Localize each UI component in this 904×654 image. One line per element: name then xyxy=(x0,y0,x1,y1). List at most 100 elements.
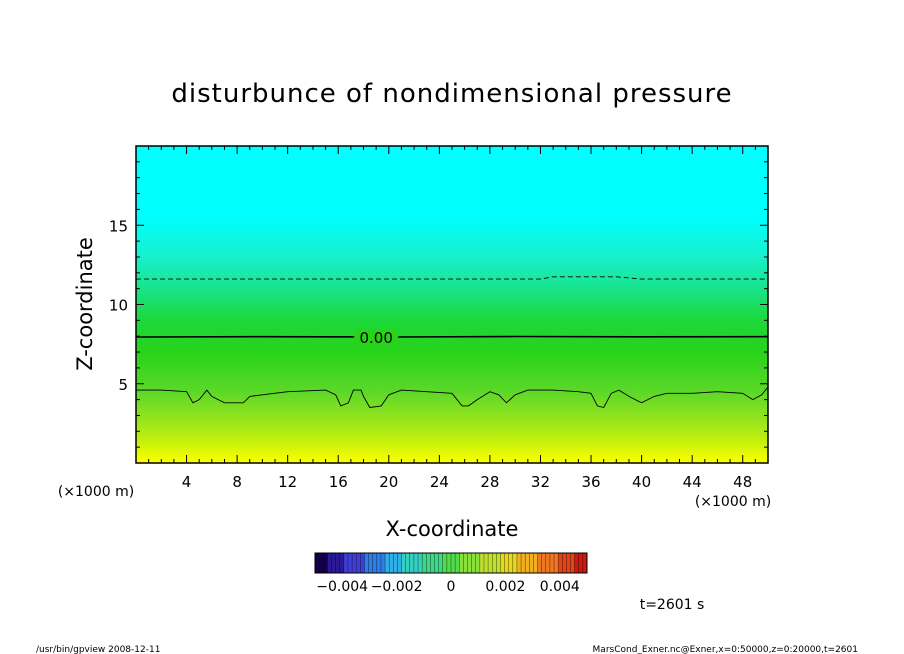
colorbar-cell xyxy=(446,553,452,573)
colorbar-cell xyxy=(323,553,328,573)
colorbar-cell xyxy=(475,553,481,573)
y-axis-unit: (×1000 m) xyxy=(58,484,134,500)
colorbar-cell xyxy=(335,553,341,573)
colorbar-cell xyxy=(385,553,390,573)
x-tick-label: 8 xyxy=(232,473,242,491)
colorbar-cell xyxy=(463,553,468,573)
colorbar-cell xyxy=(422,553,427,573)
colorbar-cell xyxy=(442,553,448,573)
colorbar-cell xyxy=(418,553,423,573)
contour-line xyxy=(136,335,768,338)
colorbar-cell xyxy=(545,553,551,573)
colorbar-cell xyxy=(331,553,337,573)
x-tick-label: 16 xyxy=(329,473,348,491)
colorbar-cell xyxy=(479,553,485,573)
colorbar-cell xyxy=(508,553,514,573)
colorbar-cell xyxy=(389,553,394,573)
colorbar-cell xyxy=(512,553,518,573)
colorbar-cell xyxy=(562,553,567,573)
colorbar-cell xyxy=(409,553,415,573)
colorbar-cell xyxy=(315,553,320,573)
footer-left: /usr/bin/gpview 2008-12-11 xyxy=(36,645,160,654)
colorbar-cell xyxy=(558,553,563,573)
colorbar-cell xyxy=(492,553,497,573)
colorbar-cell xyxy=(368,553,374,573)
contour-lines xyxy=(136,276,768,409)
colorbar-tick-label: 0.002 xyxy=(485,579,525,595)
colorbar-cell xyxy=(401,553,407,573)
colorbar-cell xyxy=(549,553,555,573)
colorbar-cell xyxy=(525,553,530,573)
colorbar-cell xyxy=(434,553,440,573)
colorbar-cell xyxy=(319,553,324,573)
x-axis-label: X-coordinate xyxy=(386,517,519,541)
x-axis-unit: (×1000 m) xyxy=(695,494,771,510)
colorbar-cell xyxy=(554,553,559,573)
x-tick-label: 12 xyxy=(278,473,297,491)
colorbar-cell xyxy=(343,553,349,573)
x-tick-label: 20 xyxy=(379,473,398,491)
colorbar-cell xyxy=(364,553,369,573)
colorbar-cell xyxy=(327,553,332,573)
colorbar-cell xyxy=(413,553,419,573)
colorbar-cell xyxy=(360,553,365,573)
colorbar-cell xyxy=(574,553,580,573)
colorbar-cell xyxy=(376,553,382,573)
colorbar-cell xyxy=(529,553,534,573)
colorbar-cell xyxy=(521,553,526,573)
contour-line xyxy=(136,386,768,409)
x-tick-label: 4 xyxy=(182,473,192,491)
colorbar-cell xyxy=(578,553,584,573)
x-tick-label: 28 xyxy=(480,473,499,491)
colorbar-cell xyxy=(570,553,576,573)
contour-label-bg xyxy=(354,328,399,345)
colorbar-cell xyxy=(451,553,456,573)
footer-right: MarsCond_Exner.nc@Exner,x=0:50000,z=0:20… xyxy=(593,645,858,654)
chart-title: disturbunce of nondimensional pressure xyxy=(171,79,732,109)
colorbar-cell xyxy=(347,553,353,573)
colorbar-cell xyxy=(533,553,538,573)
colorbar-cell xyxy=(455,553,460,573)
y-axis-ticks: 5 10 15 xyxy=(109,161,768,448)
x-tick-label: 32 xyxy=(531,473,550,491)
colorbar-tick-label: 0 xyxy=(447,579,456,595)
colorbar-cell xyxy=(356,553,361,573)
colorbar-cell xyxy=(504,553,510,573)
colorbar-cell xyxy=(496,553,501,573)
colorbar-cell xyxy=(459,553,464,573)
x-tick-label: 40 xyxy=(632,473,651,491)
colorbar-cell xyxy=(430,553,435,573)
y-tick-label: 10 xyxy=(109,297,128,315)
x-tick-label: 24 xyxy=(430,473,449,491)
colorbar-cell xyxy=(541,553,547,573)
colorbar-tick-labels: −0.004 −0.002 0 0.002 0.004 xyxy=(316,579,580,595)
colorbar-cell xyxy=(426,553,431,573)
colorbar-tick-label: −0.002 xyxy=(371,579,423,595)
colorbar-cell xyxy=(516,553,522,573)
plot-field xyxy=(136,146,768,463)
y-tick-label: 5 xyxy=(118,376,128,394)
contour-line xyxy=(136,276,768,280)
colorbar-frame xyxy=(314,552,588,574)
colorbar-cell xyxy=(339,553,345,573)
colorbar-cell xyxy=(405,553,411,573)
colorbar-cell xyxy=(537,553,543,573)
colorbar-cell xyxy=(397,553,402,573)
y-tick-label: 15 xyxy=(109,217,128,235)
colorbar-cell xyxy=(352,553,357,573)
x-tick-label: 48 xyxy=(733,473,752,491)
colorbar-cell xyxy=(483,553,489,573)
colorbar-cell xyxy=(471,553,477,573)
colorbar-cell xyxy=(500,553,505,573)
colorbar-cell xyxy=(488,553,493,573)
x-axis-ticks: 4 8 12 16 20 24 28 32 36 40 44 48 xyxy=(148,146,756,491)
time-label: t=2601 s xyxy=(640,597,705,613)
colorbar xyxy=(314,553,588,573)
colorbar-cell xyxy=(438,553,444,573)
colorbar-cell xyxy=(582,553,588,573)
colorbar-tick-label: −0.004 xyxy=(316,579,368,595)
contour-label: 0.00 xyxy=(359,329,392,347)
colorbar-cell xyxy=(467,553,473,573)
colorbar-tick-label: 0.004 xyxy=(540,579,580,595)
